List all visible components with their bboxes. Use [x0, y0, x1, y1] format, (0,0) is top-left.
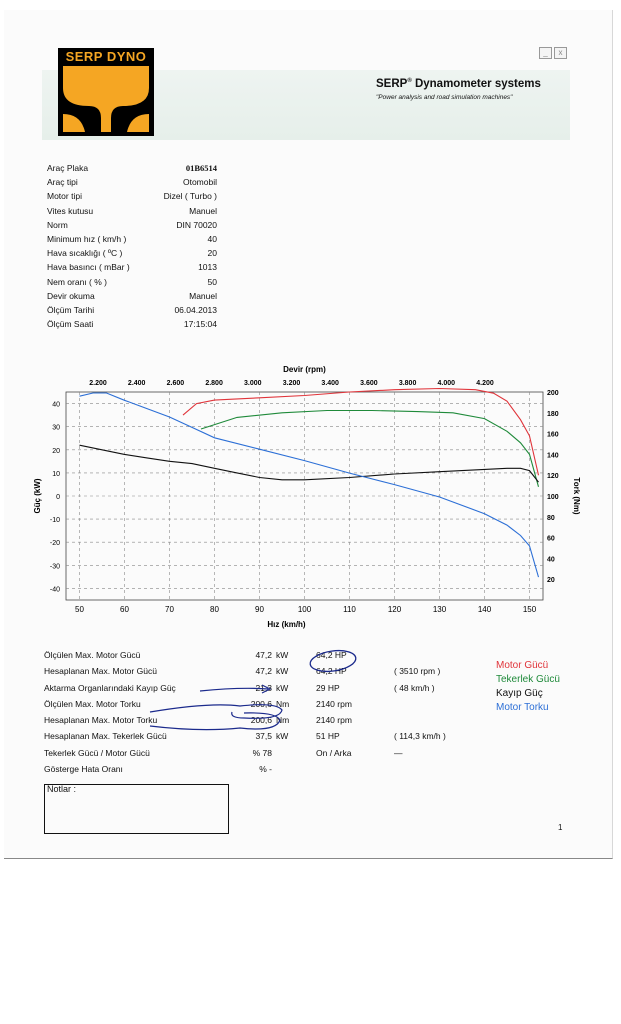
pen-annotations: [0, 0, 621, 780]
notes-box[interactable]: Notlar :: [44, 784, 229, 834]
page-number: 1: [558, 823, 562, 832]
notes-label: Notlar :: [47, 784, 76, 794]
